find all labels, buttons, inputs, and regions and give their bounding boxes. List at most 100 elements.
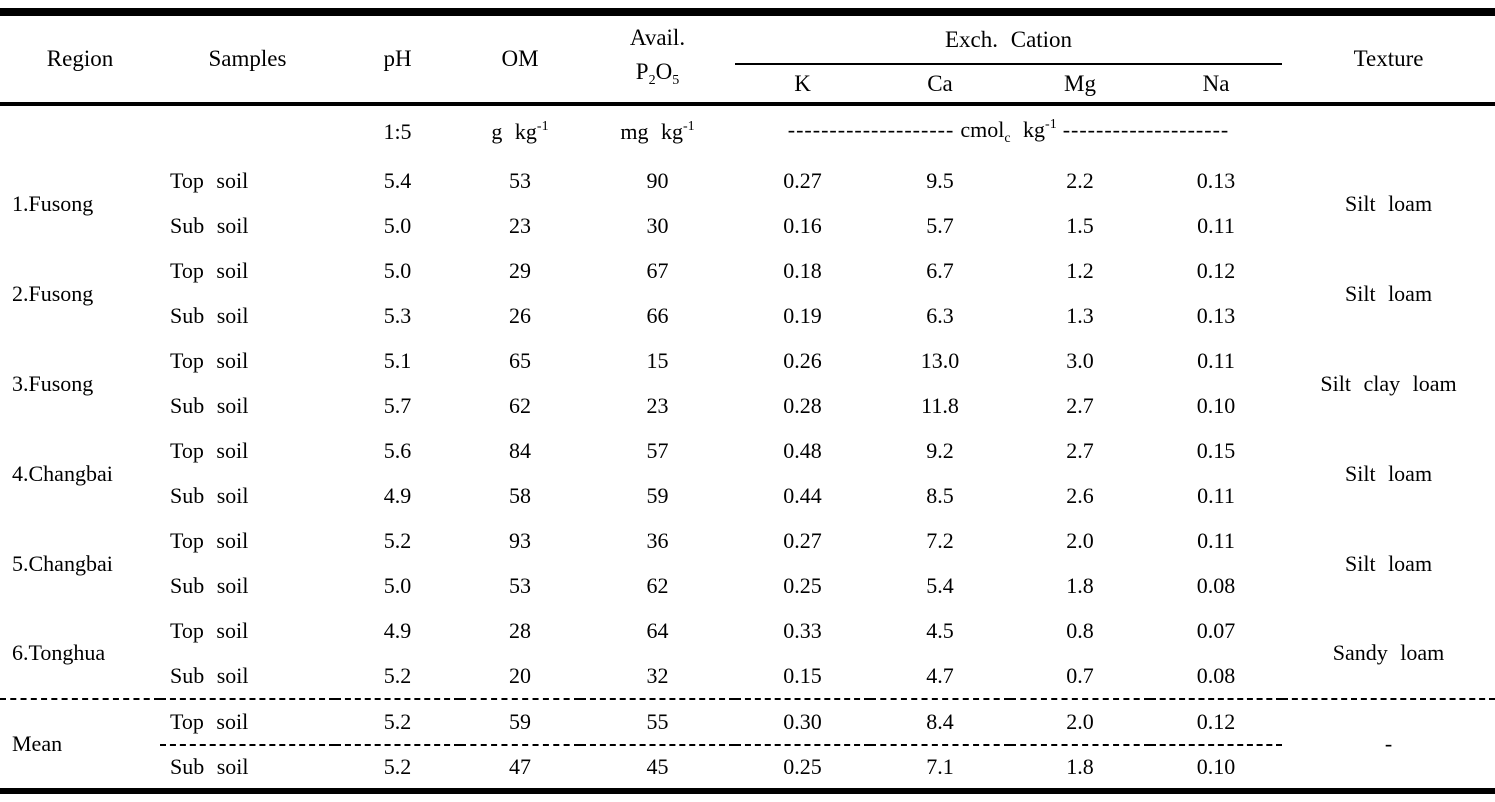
avail-value: 55 bbox=[580, 698, 735, 746]
om-value: 84 bbox=[509, 438, 531, 464]
texture-cell: Silt loam bbox=[1345, 280, 1433, 306]
avail-value: 15 bbox=[646, 348, 669, 374]
mg-value: 1.5 bbox=[1066, 213, 1094, 239]
region-cell: 2.Fusong bbox=[12, 280, 94, 306]
na-value: 0.11 bbox=[1197, 483, 1235, 509]
avail-label: Avail. bbox=[629, 24, 686, 50]
ca-value: 7.1 bbox=[870, 745, 1010, 794]
na-value: 0.08 bbox=[1196, 573, 1236, 599]
ca-value: 9.2 bbox=[926, 438, 954, 464]
table-row: Sub soil 5.2 20 32 0.15 4.7 0.7 0.08 bbox=[0, 654, 1495, 699]
om-value: 47 bbox=[460, 745, 580, 794]
na-value: 0.13 bbox=[1196, 303, 1236, 329]
na-value: 0.07 bbox=[1196, 618, 1236, 644]
mg-value: 0.7 bbox=[1066, 662, 1094, 688]
ca-value: 5.4 bbox=[926, 573, 954, 599]
sample-cell: Sub soil bbox=[160, 745, 335, 794]
region-cell: 5.Changbai bbox=[12, 550, 113, 576]
om-value: 59 bbox=[460, 698, 580, 746]
ph-value: 5.0 bbox=[383, 258, 412, 284]
column-header-na: Na bbox=[1150, 64, 1283, 106]
mg-value: 1.2 bbox=[1066, 258, 1094, 284]
sample-cell: Sub soil bbox=[170, 573, 249, 599]
avail-value: 64 bbox=[646, 618, 669, 644]
table-row: 2.Fusong Top soil 5.0 29 67 0.18 6.7 1.2… bbox=[0, 249, 1495, 306]
p2o5-label: P2O5 bbox=[635, 58, 680, 88]
ph-value: 4.9 bbox=[383, 618, 412, 644]
sample-cell: Sub soil bbox=[170, 303, 249, 329]
ph-value: 4.9 bbox=[383, 483, 412, 509]
avail-unit: mg kg-1 bbox=[620, 119, 695, 145]
ph-unit: 1:5 bbox=[383, 119, 412, 145]
header-row-1: Region Samples pH OM Avail. P2O5 Exch. C… bbox=[0, 16, 1495, 106]
avail-value: 59 bbox=[646, 483, 669, 509]
om-value: 28 bbox=[509, 618, 531, 644]
om-value: 53 bbox=[509, 168, 531, 194]
cmolc-kg-unit: cmolc kg-1 bbox=[960, 117, 1057, 147]
sample-cell: Top soil bbox=[170, 348, 249, 374]
column-header-k: K bbox=[735, 64, 870, 106]
cation-unit: -------------------- cmolc kg-1 ----------… bbox=[735, 104, 1282, 159]
na-value: 0.12 bbox=[1196, 258, 1236, 284]
texture-cell: Silt loam bbox=[1345, 190, 1433, 216]
texture-cell: Silt clay loam bbox=[1320, 370, 1457, 396]
avail-value: 30 bbox=[646, 213, 669, 239]
texture-cell-mean: - bbox=[1282, 698, 1495, 794]
ph-value: 5.0 bbox=[383, 213, 412, 239]
mg-value: 0.8 bbox=[1066, 618, 1094, 644]
region-cell: 4.Changbai bbox=[12, 460, 113, 486]
column-header-texture: Texture bbox=[1282, 16, 1495, 106]
ph-value: 5.2 bbox=[335, 745, 460, 794]
table-row: Sub soil 4.9 58 59 0.44 8.5 2.6 0.11 bbox=[0, 474, 1495, 519]
ph-value: 5.7 bbox=[383, 393, 412, 419]
k-value: 0.28 bbox=[783, 393, 822, 419]
ph-value: 5.3 bbox=[383, 303, 412, 329]
k-value: 0.16 bbox=[783, 213, 822, 239]
ca-value: 4.5 bbox=[926, 618, 954, 644]
na-value: 0.13 bbox=[1196, 168, 1236, 194]
region-cell-mean: Mean bbox=[0, 698, 160, 794]
avail-value: 90 bbox=[646, 168, 669, 194]
mg-value: 1.8 bbox=[1066, 573, 1094, 599]
table-row: 6.Tonghua Top soil 4.9 28 64 0.33 4.5 0.… bbox=[0, 609, 1495, 665]
mg-value: 2.0 bbox=[1066, 528, 1094, 554]
column-header-om: OM bbox=[460, 16, 580, 106]
ph-value: 5.2 bbox=[383, 662, 412, 688]
sample-cell: Top soil bbox=[170, 438, 249, 464]
table-row: Sub soil 5.7 62 23 0.28 11.8 2.7 0.10 bbox=[0, 384, 1495, 429]
avail-value: 45 bbox=[580, 745, 735, 794]
na-value: 0.11 bbox=[1197, 528, 1235, 554]
k-value: 0.25 bbox=[783, 573, 822, 599]
ca-value: 8.5 bbox=[926, 483, 954, 509]
dash-run-right: -------------------- bbox=[1062, 117, 1230, 143]
ca-value: 5.7 bbox=[926, 213, 954, 239]
column-header-mg: Mg bbox=[1010, 64, 1150, 106]
sample-cell: Sub soil bbox=[170, 662, 249, 688]
column-header-avail-p2o5: Avail. P2O5 bbox=[580, 16, 735, 106]
om-value: 53 bbox=[509, 573, 531, 599]
avail-value: 57 bbox=[646, 438, 669, 464]
region-cell: 6.Tonghua bbox=[12, 640, 106, 666]
ca-value: 6.7 bbox=[926, 258, 954, 284]
mg-value: 1.8 bbox=[1010, 745, 1150, 794]
units-texture-empty bbox=[1282, 104, 1495, 159]
ca-value: 13.0 bbox=[920, 348, 960, 374]
region-cell: 3.Fusong bbox=[12, 370, 94, 396]
sample-cell: Sub soil bbox=[170, 483, 249, 509]
na-value: 0.12 bbox=[1150, 698, 1283, 746]
texture-cell: Sandy loam bbox=[1332, 640, 1445, 666]
k-value: 0.48 bbox=[783, 438, 822, 464]
ph-value: 5.2 bbox=[383, 528, 412, 554]
k-value: 0.18 bbox=[783, 258, 822, 284]
mg-value: 2.2 bbox=[1066, 168, 1094, 194]
mg-value: 1.3 bbox=[1066, 303, 1094, 329]
ca-value: 6.3 bbox=[926, 303, 954, 329]
om-value: 20 bbox=[509, 662, 531, 688]
avail-value: 23 bbox=[646, 393, 669, 419]
k-value: 0.27 bbox=[783, 528, 822, 554]
na-value: 0.10 bbox=[1150, 745, 1283, 794]
units-region-empty bbox=[0, 104, 160, 159]
ph-value: 5.2 bbox=[335, 698, 460, 746]
sample-cell: Top soil bbox=[170, 528, 249, 554]
